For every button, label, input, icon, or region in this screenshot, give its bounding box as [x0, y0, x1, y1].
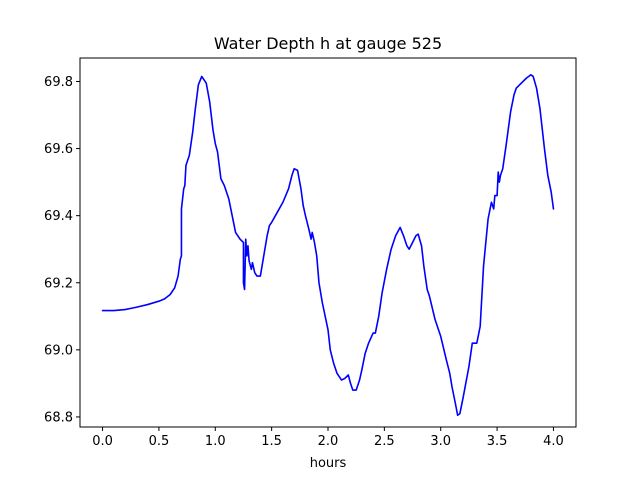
- x-tick-label: 2.5: [374, 434, 395, 449]
- x-tick-label: 2.0: [318, 434, 339, 449]
- x-tick-label: 0.0: [92, 434, 113, 449]
- x-tick-label: 1.5: [261, 434, 282, 449]
- y-tick-label: 69.0: [44, 343, 73, 358]
- y-tick-label: 69.8: [44, 75, 73, 90]
- x-tick-label: 1.0: [205, 434, 226, 449]
- x-tick-label: 4.0: [543, 434, 564, 449]
- y-tick-label: 69.4: [44, 209, 73, 224]
- y-tick-label: 68.8: [44, 410, 73, 425]
- chart-title: Water Depth h at gauge 525: [214, 34, 442, 53]
- y-tick-label: 69.6: [44, 142, 73, 157]
- plot-layer: [101, 73, 555, 417]
- series-line: [101, 73, 555, 417]
- x-tick-label: 3.0: [430, 434, 451, 449]
- x-tick-label: 0.5: [149, 434, 170, 449]
- ticks-layer: 0.0 0.5 1.0 1.5 2.0 2.5 3.0 3.5 4.0 68.8 69.0 69.2 6…: [44, 75, 564, 449]
- x-tick-label: 3.5: [487, 434, 508, 449]
- y-tick-label: 69.2: [44, 276, 73, 291]
- axes-frame: [79, 57, 577, 428]
- x-axis-label: hours: [310, 456, 347, 471]
